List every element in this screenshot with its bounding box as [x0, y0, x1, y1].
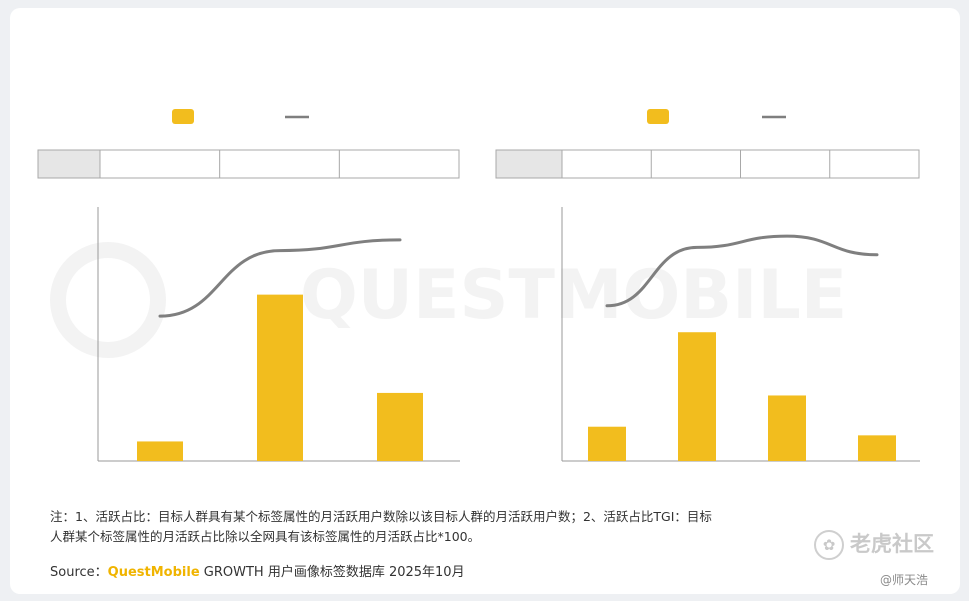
author-watermark: @师天浩 — [880, 573, 929, 587]
bar — [678, 332, 716, 461]
source-prefix: Source： — [50, 565, 108, 580]
bar — [588, 426, 626, 461]
card-background — [10, 8, 960, 594]
yoy-table — [495, 149, 920, 179]
bar — [137, 441, 183, 461]
yoy-header-cell — [495, 149, 563, 179]
source-brand: QuestMobile — [107, 565, 200, 580]
legend-bar-swatch — [647, 109, 669, 124]
legend-bar-swatch — [172, 109, 194, 124]
yoy-header-cell — [37, 149, 101, 179]
bar — [257, 294, 303, 461]
tgi-line — [605, 234, 879, 308]
bar — [768, 395, 806, 461]
source-line: Source：QuestMobile GROWTH 用户画像标签数据库 2025… — [50, 561, 465, 580]
yoy-table — [37, 149, 460, 179]
bar — [858, 435, 896, 461]
tiger-paw-icon: ✿ — [814, 530, 844, 560]
bar — [377, 392, 423, 461]
tgi-line — [158, 238, 402, 318]
note-line-1: 注：1、活跃占比：目标人群具有某个标签属性的月活跃用户数除以该目标人群的月活跃用… — [50, 509, 712, 524]
community-watermark: ✿ 老虎社区 — [814, 528, 934, 560]
source-rest: GROWTH 用户画像标签数据库 2025年10月 — [199, 565, 465, 580]
note-line-2: 人群某个标签属性的月活跃占比除以全网具有该标签属性的月活跃占比*100。 — [50, 529, 481, 544]
community-name: 老虎社区 — [850, 532, 934, 556]
